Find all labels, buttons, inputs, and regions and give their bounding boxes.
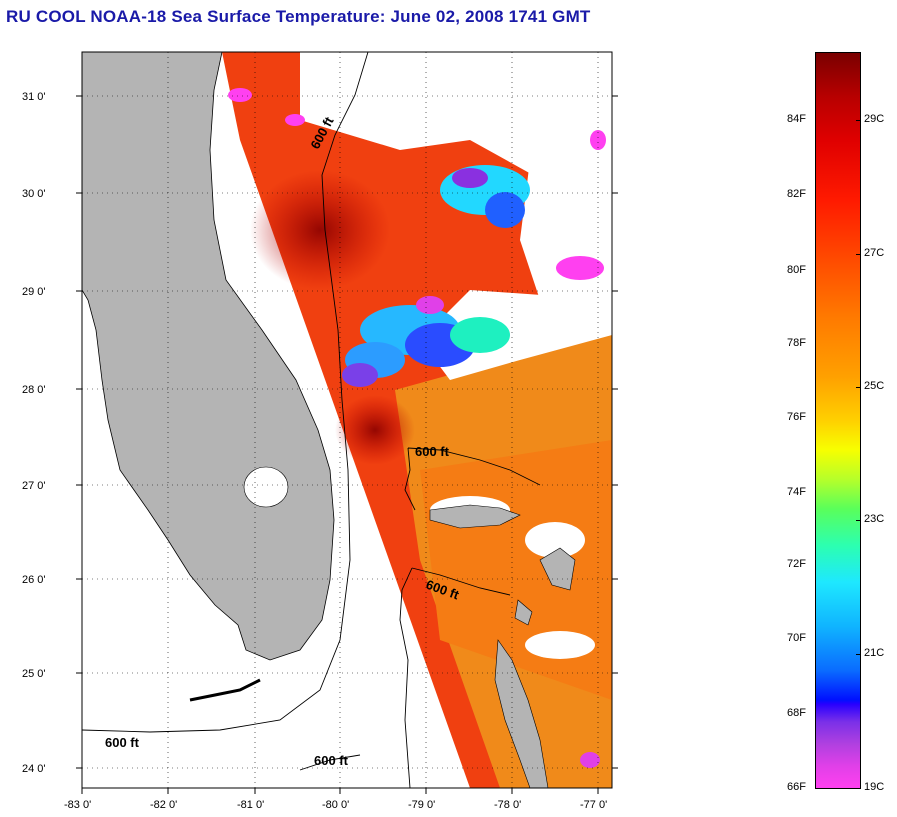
lat-label-26: 26 0' [22,574,46,586]
cb-tick-25c [856,387,861,388]
cb-tick-29c [856,120,861,121]
cb-label-29c: 29C [864,113,885,125]
isobath-label-south: 600 ft [314,753,349,768]
lat-label-28: 28 0' [22,384,46,396]
cloud-gap-east [520,150,612,330]
lake-okeechobee [243,466,289,508]
cb-tick-21c [856,654,861,655]
lon-label-78: -78 0' [494,799,521,811]
cb-label-68f: 68F [787,707,806,719]
cb-label-78f: 78F [787,337,806,349]
cb-tick-23c [856,520,861,521]
lon-label-83: -83 0' [64,799,91,811]
lon-label-80: -80 0' [322,799,349,811]
cb-tick-27c [856,254,861,255]
cool-water-patches [228,88,606,768]
isobath-lines [82,52,541,788]
cb-label-21c: 21C [864,647,885,659]
axis-ticks [76,95,618,794]
isobath-label-central: 600 ft [415,444,450,459]
cb-label-23c: 23C [864,513,885,525]
lat-label-29: 29 0' [22,286,46,298]
cb-label-72f: 72F [787,558,806,570]
sst-hotspot-south [335,395,415,465]
map-frame [81,51,613,789]
longitude-labels: -83 0' -82 0' -81 0' -80 0' -79 0' -78 0… [64,799,607,811]
florida-land [82,52,335,661]
cb-label-19c: 19C [864,781,885,793]
lat-label-25: 25 0' [22,668,46,680]
cb-label-70f: 70F [787,632,806,644]
cloud-gap-north [300,52,612,190]
temperature-colorbar [815,52,861,789]
cb-label-76f: 76F [787,411,806,423]
cb-label-74f: 74F [787,486,806,498]
map-content: 600 ft 600 ft 600 ft 600 ft 600 ft [82,52,612,788]
graticule [82,52,612,788]
latitude-labels: 31 0' 30 0' 29 0' 28 0' 27 0' 26 0' 25 0… [22,91,46,775]
cb-label-27c: 27C [864,247,885,259]
cb-label-82f: 82F [787,188,806,200]
lat-label-27: 27 0' [22,480,46,492]
lon-label-82: -82 0' [150,799,177,811]
lon-label-79: -79 0' [408,799,435,811]
isobath-label-southwest: 600 ft [105,735,140,750]
map-title: RU COOL NOAA-18 Sea Surface Temperature:… [6,7,591,26]
cb-label-25c: 25C [864,380,885,392]
bahamas-land [429,504,576,788]
lat-label-31: 31 0' [22,91,46,103]
lon-label-77: -77 0' [580,799,607,811]
florida-keys [189,678,261,702]
cb-label-84f: 84F [787,113,806,125]
lon-label-81: -81 0' [237,799,264,811]
cb-label-80f: 80F [787,264,806,276]
sst-hotspot-north [250,170,390,290]
lat-label-30: 30 0' [22,188,46,200]
lat-label-24: 24 0' [22,763,46,775]
cb-label-66f: 66F [787,781,806,793]
